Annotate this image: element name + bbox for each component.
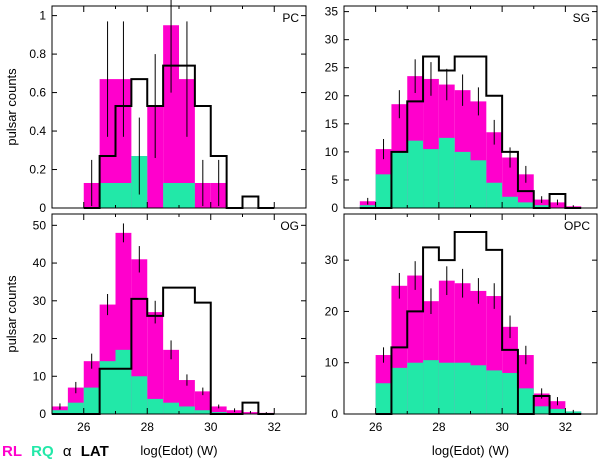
rl-bar — [194, 391, 211, 414]
x-axis-label: log(Edot) (W) — [140, 443, 217, 458]
rq-bar — [407, 140, 424, 208]
rq-bar — [486, 370, 503, 414]
rq-bar — [163, 182, 179, 208]
y-tick-label: 0.4 — [29, 124, 46, 138]
panel-label: SG — [573, 11, 590, 25]
x-tick-label: 30 — [204, 420, 218, 434]
rq-bar — [486, 182, 503, 208]
rq-bar — [194, 410, 211, 414]
rq-bar — [163, 402, 179, 414]
legend-rq: RQ — [31, 443, 54, 460]
y-tick-label: 35 — [325, 5, 339, 19]
y-tick-label: 30 — [325, 33, 339, 47]
y-tick-label: 20 — [325, 304, 339, 318]
rq-bar — [423, 149, 439, 208]
rq-bar — [99, 361, 116, 414]
lat-histogram-line — [83, 64, 275, 209]
rq-bar — [67, 402, 84, 414]
rq-bar — [454, 151, 471, 208]
rq-bar — [83, 387, 100, 414]
y-tick-label: 50 — [33, 218, 47, 232]
y-tick-label: 0 — [331, 407, 338, 421]
y-axis-label: pulsar counts — [4, 275, 19, 353]
y-tick-label: 0 — [331, 201, 338, 215]
y-tick-label: 0.2 — [29, 163, 46, 177]
rq-bar — [115, 349, 132, 414]
rq-bar — [147, 398, 164, 414]
panel-label: OG — [280, 219, 299, 233]
rl-bar — [502, 157, 518, 208]
y-tick-label: 0.6 — [29, 86, 46, 100]
panel-label: OPC — [564, 219, 590, 233]
y-tick-label: 10 — [325, 145, 339, 159]
x-tick-label: 30 — [495, 420, 509, 434]
rq-bar — [423, 360, 439, 414]
rq-bar — [375, 174, 392, 208]
rq-bar — [99, 182, 116, 208]
rq-bar — [470, 365, 487, 414]
y-tick-label: 10 — [325, 356, 339, 370]
rq-bar — [391, 151, 408, 208]
y-tick-label: 5 — [331, 173, 338, 187]
x-tick-label: 32 — [559, 420, 573, 434]
rq-bar — [115, 182, 132, 208]
rq-bar — [517, 202, 534, 208]
y-tick-label: 0.8 — [29, 47, 46, 61]
rq-bar — [533, 205, 550, 208]
lat-histogram-line — [52, 286, 275, 415]
rq-bar — [502, 196, 518, 208]
x-tick-label: 26 — [369, 420, 383, 434]
rq-bar — [359, 205, 376, 208]
panel-label: PC — [282, 11, 299, 25]
rq-bar — [438, 362, 455, 414]
rl-bar — [179, 79, 195, 208]
x-tick-label: 32 — [268, 420, 282, 434]
rq-bar — [470, 160, 487, 208]
rq-bar — [407, 362, 424, 414]
x-tick-label: 26 — [77, 420, 91, 434]
y-tick-label: 40 — [33, 256, 47, 270]
rq-bar — [533, 406, 550, 414]
y-tick-label: 15 — [325, 117, 339, 131]
rq-bar — [375, 383, 392, 414]
y-tick-label: 1 — [39, 9, 46, 23]
x-tick-label: 28 — [141, 420, 155, 434]
rq-bar — [549, 408, 566, 414]
x-axis-label: log(Edot) (W) — [432, 443, 509, 458]
rq-bar — [391, 367, 408, 414]
x-tick-label: 28 — [432, 420, 446, 434]
rq-bar — [502, 372, 518, 414]
y-tick-label: 20 — [325, 89, 339, 103]
lat-histogram-line — [375, 230, 582, 415]
rq-bar — [454, 362, 471, 414]
rl-bar — [179, 380, 195, 414]
rq-bar — [179, 406, 195, 414]
rl-bar — [163, 349, 179, 414]
rq-bar — [179, 182, 195, 208]
y-axis-label: pulsar counts — [4, 68, 19, 146]
rl-bar — [147, 312, 164, 414]
rl-bar — [99, 79, 116, 208]
y-tick-label: 30 — [33, 294, 47, 308]
rl-bar — [163, 25, 179, 208]
rq-bar — [131, 376, 148, 414]
rq-bar — [52, 410, 68, 414]
legend-lat: LAT — [80, 443, 109, 460]
rq-bar — [517, 388, 534, 414]
y-tick-label: 10 — [33, 369, 47, 383]
rq-bar — [438, 137, 455, 208]
rl-bar — [210, 406, 227, 414]
rl-bar — [115, 79, 132, 208]
y-tick-label: 30 — [325, 253, 339, 267]
y-tick-label: 25 — [325, 61, 339, 75]
legend-rl: RL — [2, 443, 22, 460]
y-tick-label: 20 — [33, 332, 47, 346]
legend: RL RQ α LAT — [2, 443, 114, 460]
y-tick-label: 0 — [39, 407, 46, 421]
legend-alpha: α — [62, 443, 72, 460]
y-tick-label: 0 — [39, 201, 46, 215]
rl-bar — [533, 199, 550, 208]
